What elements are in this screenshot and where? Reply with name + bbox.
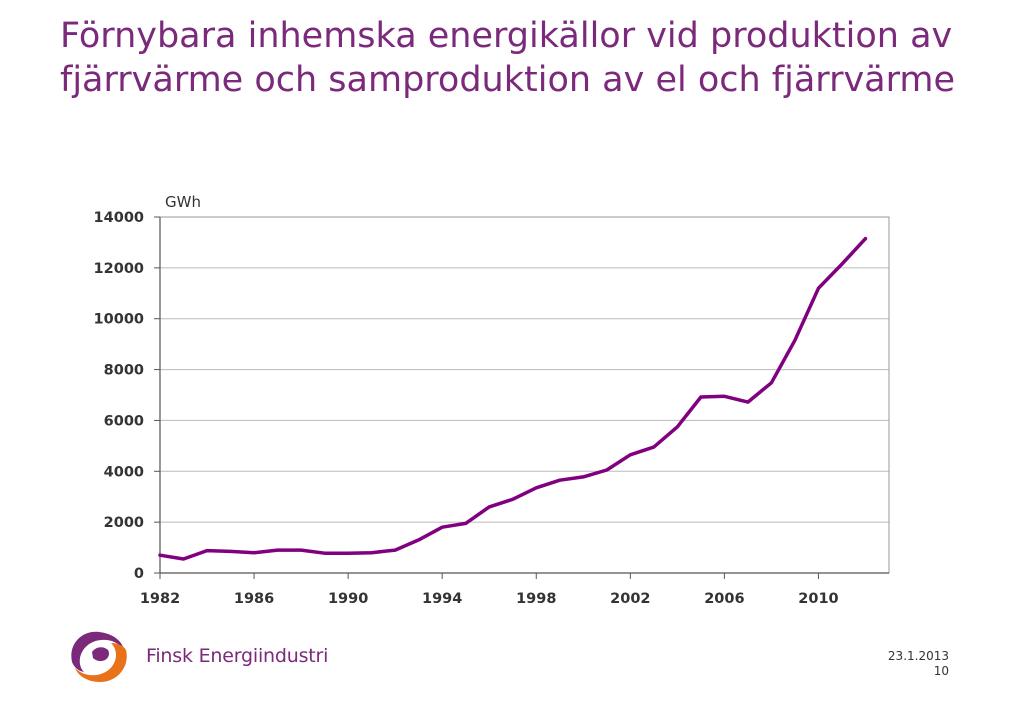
tick-labels: 0 2000 4000 6000 8000 10000 12000 14000 1982 1986…: [94, 210, 839, 607]
y-tick-label: 4000: [104, 464, 144, 480]
series-layer: [158, 236, 868, 561]
series-line: [158, 236, 868, 561]
footer-date: 23.1.2013: [887, 649, 949, 663]
y-axis-unit-label: GWh: [165, 193, 201, 211]
x-tick-label: 1982: [140, 591, 180, 607]
y-tick-label: 6000: [104, 413, 144, 429]
page-number: 10: [933, 664, 949, 678]
plot-area-frame: [159, 216, 890, 574]
x-tick-label: 1998: [516, 591, 556, 607]
slide-title: Förnybara inhemska energikällor vid prod…: [60, 16, 956, 100]
x-tick-label: 2010: [798, 591, 838, 607]
x-tick-label: 2006: [704, 591, 744, 607]
x-tick-label: 1990: [328, 591, 368, 607]
finsk-energiindustri-logo-icon: [71, 631, 127, 682]
y-tick-label: 8000: [104, 363, 144, 379]
y-tick-label: 12000: [94, 261, 144, 277]
brand-name: Finsk Energiindustri: [146, 645, 329, 667]
x-tick-label: 2002: [610, 591, 650, 607]
y-tick-label: 14000: [94, 210, 144, 226]
y-tick-label: 2000: [104, 515, 144, 531]
x-tick-label: 1994: [422, 591, 462, 607]
axes: [154, 216, 889, 579]
y-tick-label: 10000: [94, 312, 144, 328]
y-tick-label: 0: [134, 566, 144, 582]
x-tick-label: 1986: [234, 591, 274, 607]
